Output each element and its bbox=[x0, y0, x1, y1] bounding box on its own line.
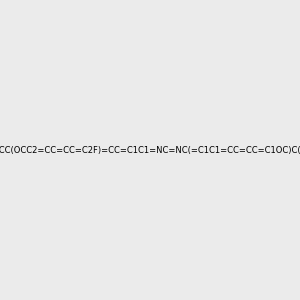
Text: OC1=CC(OCC2=CC=CC=C2F)=CC=C1C1=NC=NC(=C1C1=CC=CC=C1OC)C(F)(F)F: OC1=CC(OCC2=CC=CC=C2F)=CC=C1C1=NC=NC(=C1… bbox=[0, 146, 300, 154]
